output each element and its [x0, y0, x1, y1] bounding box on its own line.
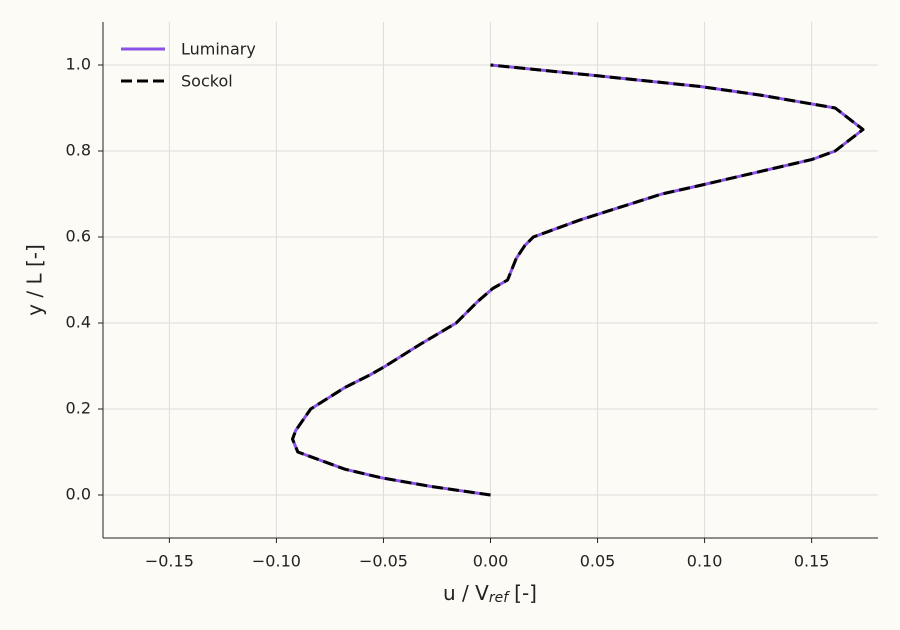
- y-tick-label: 0.2: [66, 399, 91, 418]
- x-tick-label: −0.05: [359, 552, 408, 571]
- legend-label: Luminary: [181, 40, 256, 59]
- x-tick-label: 0.10: [687, 552, 723, 571]
- y-tick-label: 0.0: [66, 485, 91, 504]
- y-tick-label: 0.6: [66, 227, 91, 246]
- legend-label: Sockol: [181, 72, 233, 91]
- y-axis-label: y / L [-]: [23, 244, 47, 316]
- y-tick-label: 1.0: [66, 55, 91, 74]
- x-tick-label: −0.15: [145, 552, 194, 571]
- line: [291, 63, 865, 497]
- x-tick-label: −0.10: [252, 552, 301, 571]
- x-tick-label: 0.15: [794, 552, 830, 571]
- x-tick-label: 0.00: [473, 552, 509, 571]
- line: [291, 63, 865, 497]
- y-tick-label: 0.8: [66, 141, 91, 160]
- y-tick-label: 0.4: [66, 313, 91, 332]
- x-tick-label: 0.05: [580, 552, 616, 571]
- x-axis-label: u / Vref [-]: [443, 581, 537, 607]
